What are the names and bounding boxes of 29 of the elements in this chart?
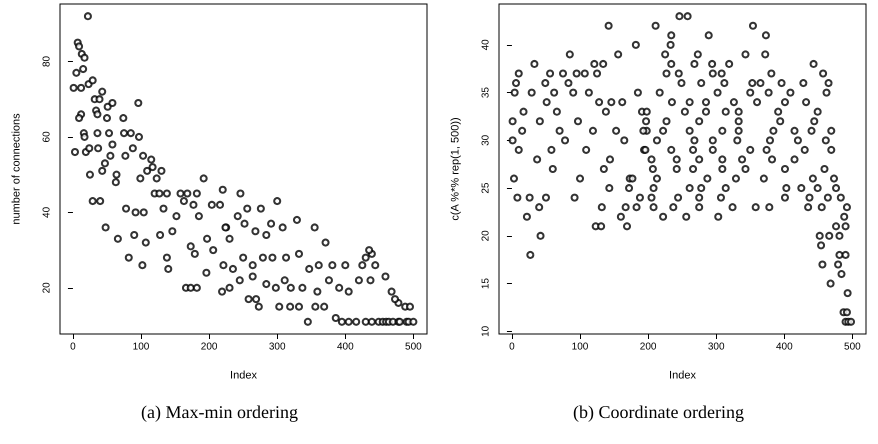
y-tick-label: 15 <box>480 278 492 290</box>
y-tick-label: 35 <box>480 86 492 98</box>
x-tick-label: 100 <box>572 342 589 352</box>
text: (a) Max-min ordering <box>141 402 298 422</box>
x-tick-label: 500 <box>844 342 862 352</box>
x-tick-label: 300 <box>268 342 286 352</box>
y-tick-label: 60 <box>42 130 52 142</box>
x-tick-label: 500 <box>405 342 422 352</box>
x-axis-title: Index <box>230 370 258 382</box>
y-tick-label: 80 <box>42 55 52 68</box>
x-tick-label: 100 <box>132 342 150 352</box>
x-tick-label: 200 <box>200 342 218 352</box>
y-tick-label: 40 <box>42 206 52 218</box>
x-tick-label: 300 <box>708 342 725 352</box>
y-tick-label: 40 <box>480 38 492 50</box>
x-tick-label: 400 <box>776 342 794 352</box>
y-axis-title: number of connections <box>10 112 22 225</box>
text: (b) Coordinate ordering <box>573 402 744 422</box>
x-tick-label: 0 <box>70 342 76 352</box>
x-tick-label: 200 <box>640 342 657 352</box>
x-tick-label: 400 <box>336 342 354 352</box>
y-tick-label: 20 <box>42 282 52 294</box>
y-axis-title: c(A %*% rep(1, 500)) <box>450 117 462 221</box>
x-axis-title: Index <box>669 370 696 382</box>
y-tick-label: 10 <box>480 325 492 337</box>
y-tick-label: 20 <box>480 230 492 242</box>
y-tick-label: 25 <box>480 182 492 194</box>
x-tick-label: 0 <box>509 342 516 352</box>
y-tick-label: 30 <box>480 134 492 146</box>
